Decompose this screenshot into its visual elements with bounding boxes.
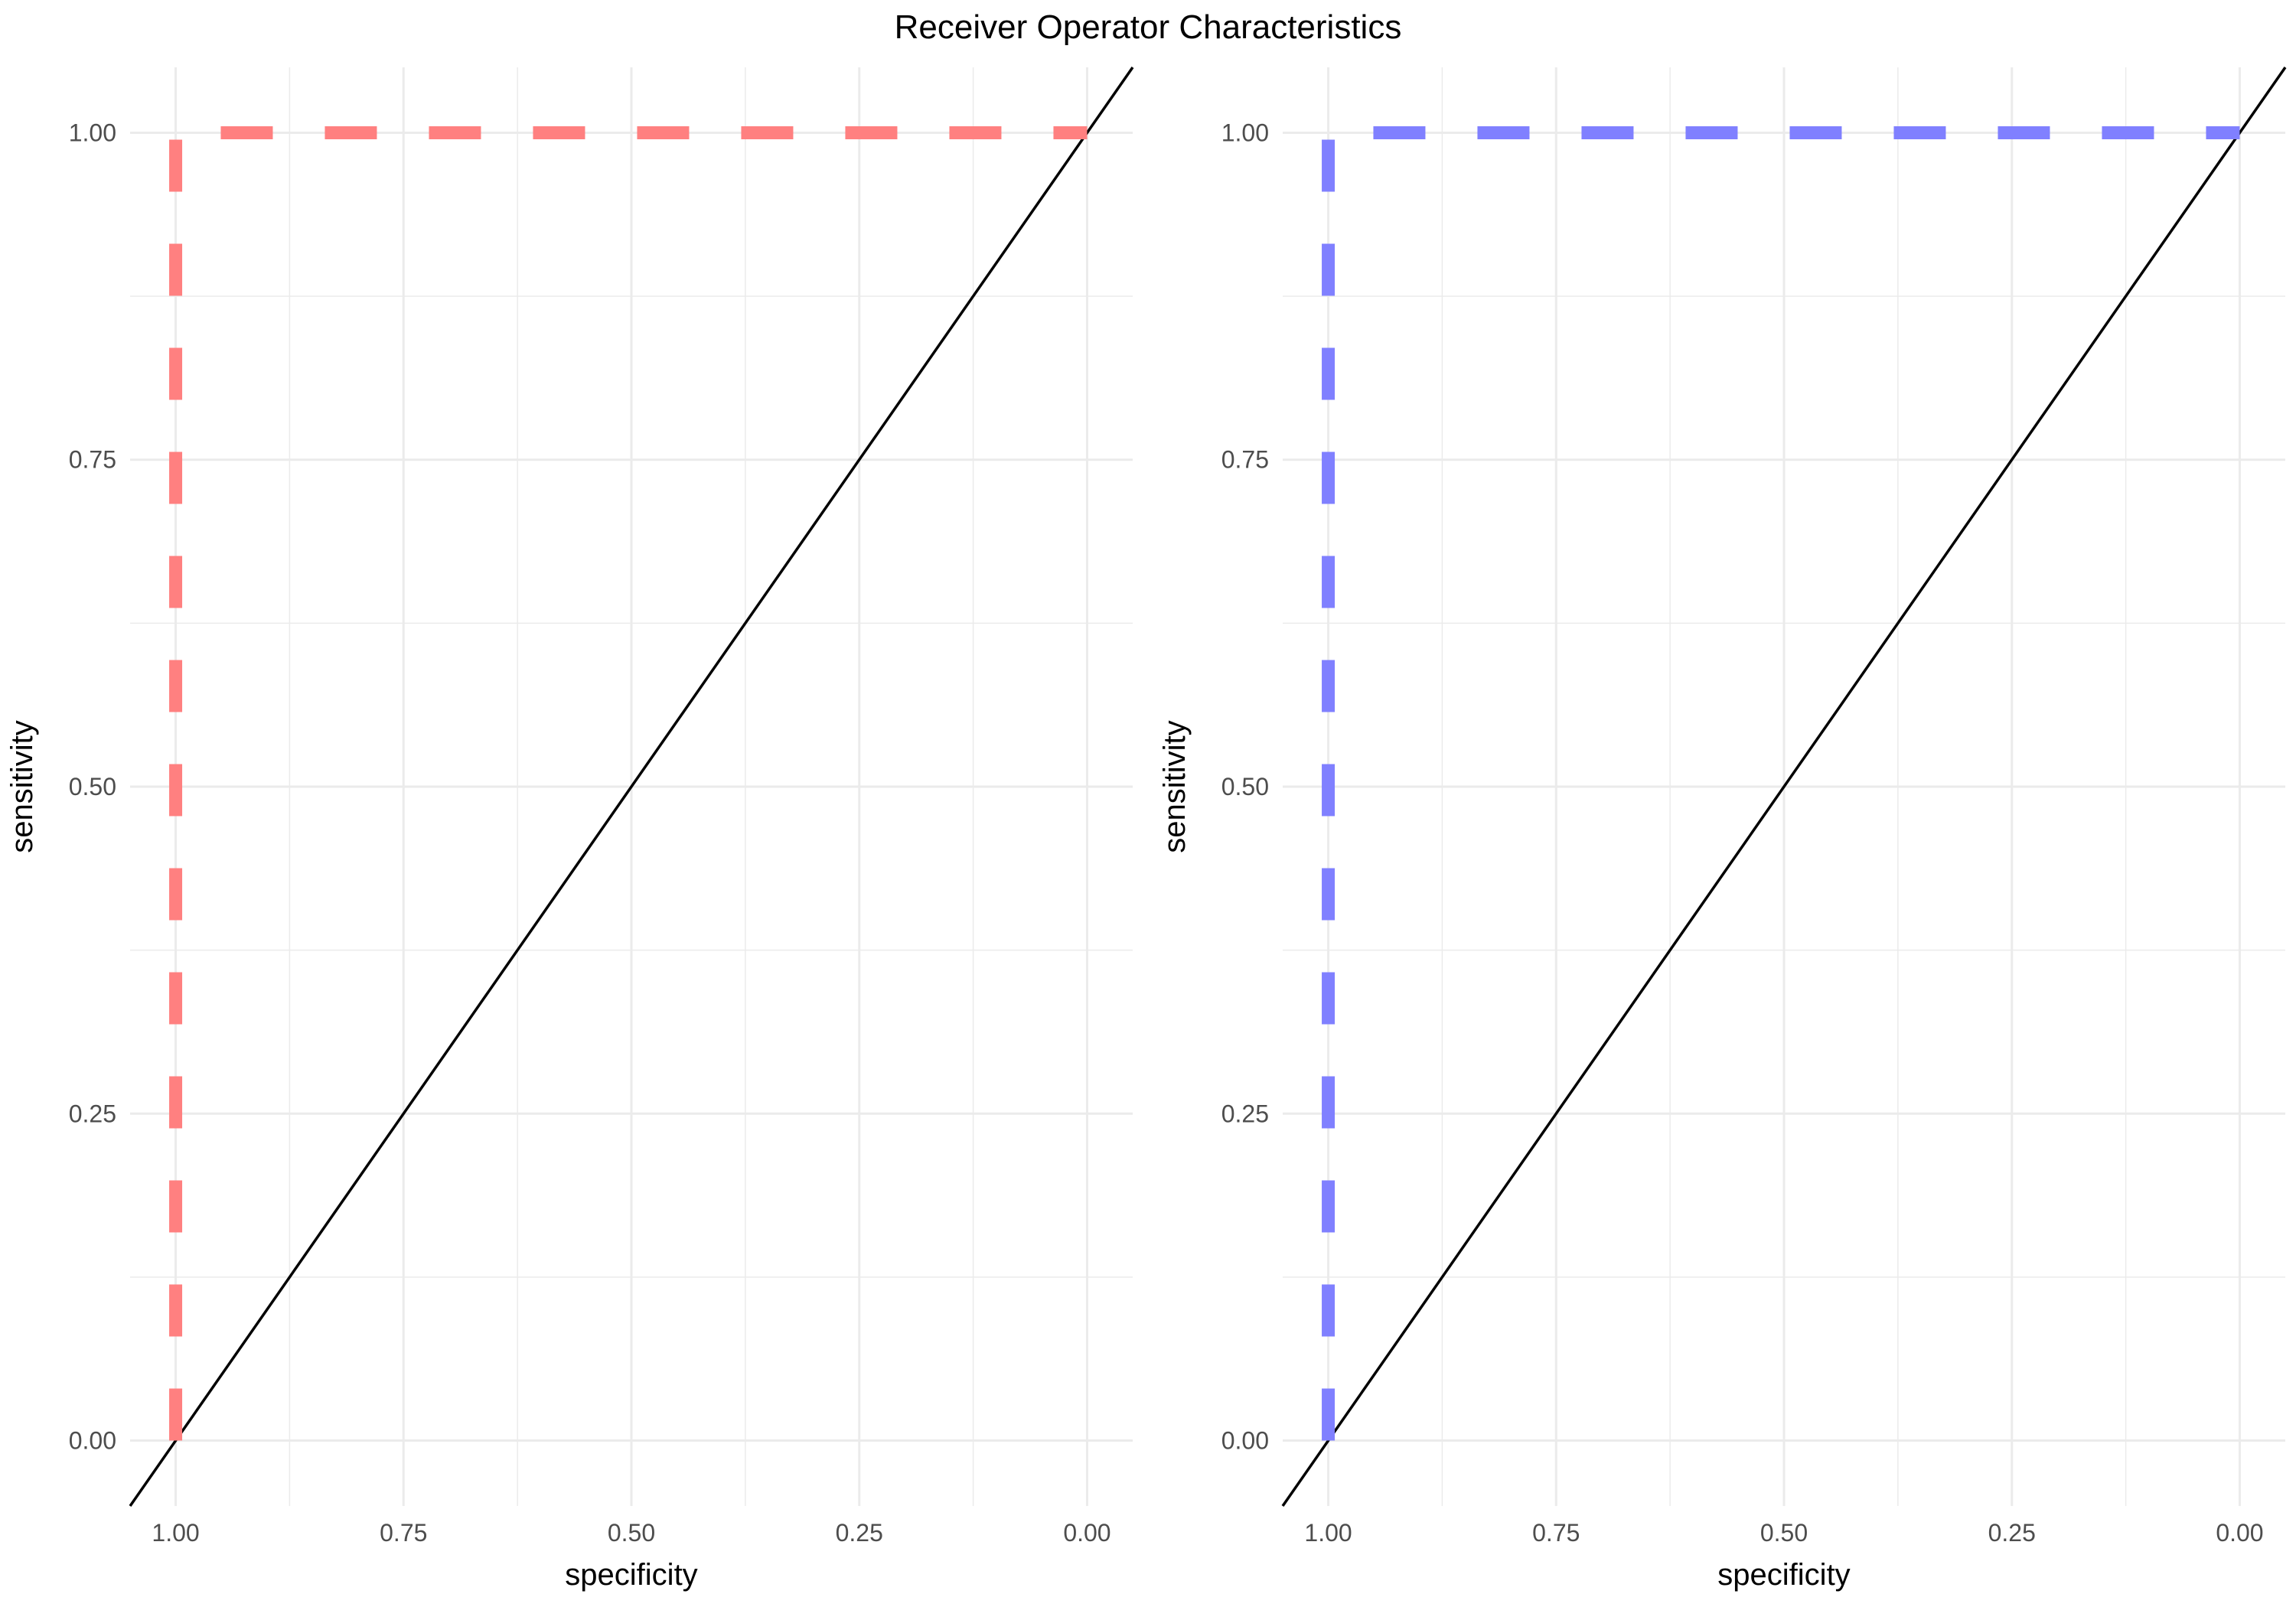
panel-1-y-tick-label: 1.00	[69, 119, 116, 146]
panel-1-y-axis-title: sensitivity	[5, 720, 39, 852]
chart-title: Receiver Operator Characteristics	[894, 8, 1402, 46]
panel-2-x-tick-label: 0.00	[2216, 1519, 2263, 1547]
panel-1-x-tick-label: 0.25	[836, 1519, 883, 1547]
panel-2-y-tick-label: 1.00	[1221, 119, 1269, 146]
panel-1-y-tick-label: 0.75	[69, 446, 116, 474]
panel-1-reference-line	[129, 66, 1134, 1508]
panel-2-y-tick-label: 0.75	[1221, 446, 1269, 474]
panel-1-x-tick-label: 0.00	[1063, 1519, 1110, 1547]
panel-2-y-tick-label: 0.25	[1221, 1100, 1269, 1127]
panel-1-x-tick-label: 1.00	[152, 1519, 199, 1547]
panel-2-reference-line	[1281, 66, 2287, 1508]
panel-1-roc-curve-1	[169, 125, 1088, 1441]
panel-1-y-tick-label: 0.25	[69, 1100, 116, 1127]
panel-1: 1.00 0.75 0.50 0.25 0.00 0.00 0.25 0.50 0.75 1.00…	[5, 66, 1134, 1592]
panel-1-x-tick-label: 0.50	[608, 1519, 655, 1547]
panel-2-x-tick-label: 0.25	[1988, 1519, 2036, 1547]
panel-1-y-tick-label: 0.50	[69, 773, 116, 800]
panel-2-y-tick-label: 0.00	[1221, 1427, 1269, 1455]
panel-1-x-axis-title: specificity	[565, 1558, 697, 1592]
panel-2-roc-curve-1	[1322, 125, 2240, 1441]
panel-2-y-axis-title: sensitivity	[1158, 720, 1192, 852]
panel-2-x-tick-label: 1.00	[1304, 1519, 1352, 1547]
panel-2-y-tick-label: 0.50	[1221, 773, 1269, 800]
panel-2-x-axis-title: specificity	[1717, 1558, 1850, 1592]
panel-2-x-tick-label: 0.50	[1760, 1519, 1808, 1547]
panel-2-x-tick-label: 0.75	[1532, 1519, 1580, 1547]
panel-1-y-tick-label: 0.00	[69, 1427, 116, 1455]
panel-2: 1.00 0.75 0.50 0.25 0.00 0.00 0.25 0.50 0.75 1.00…	[1158, 66, 2287, 1592]
panel-1-x-tick-label: 0.75	[380, 1519, 427, 1547]
